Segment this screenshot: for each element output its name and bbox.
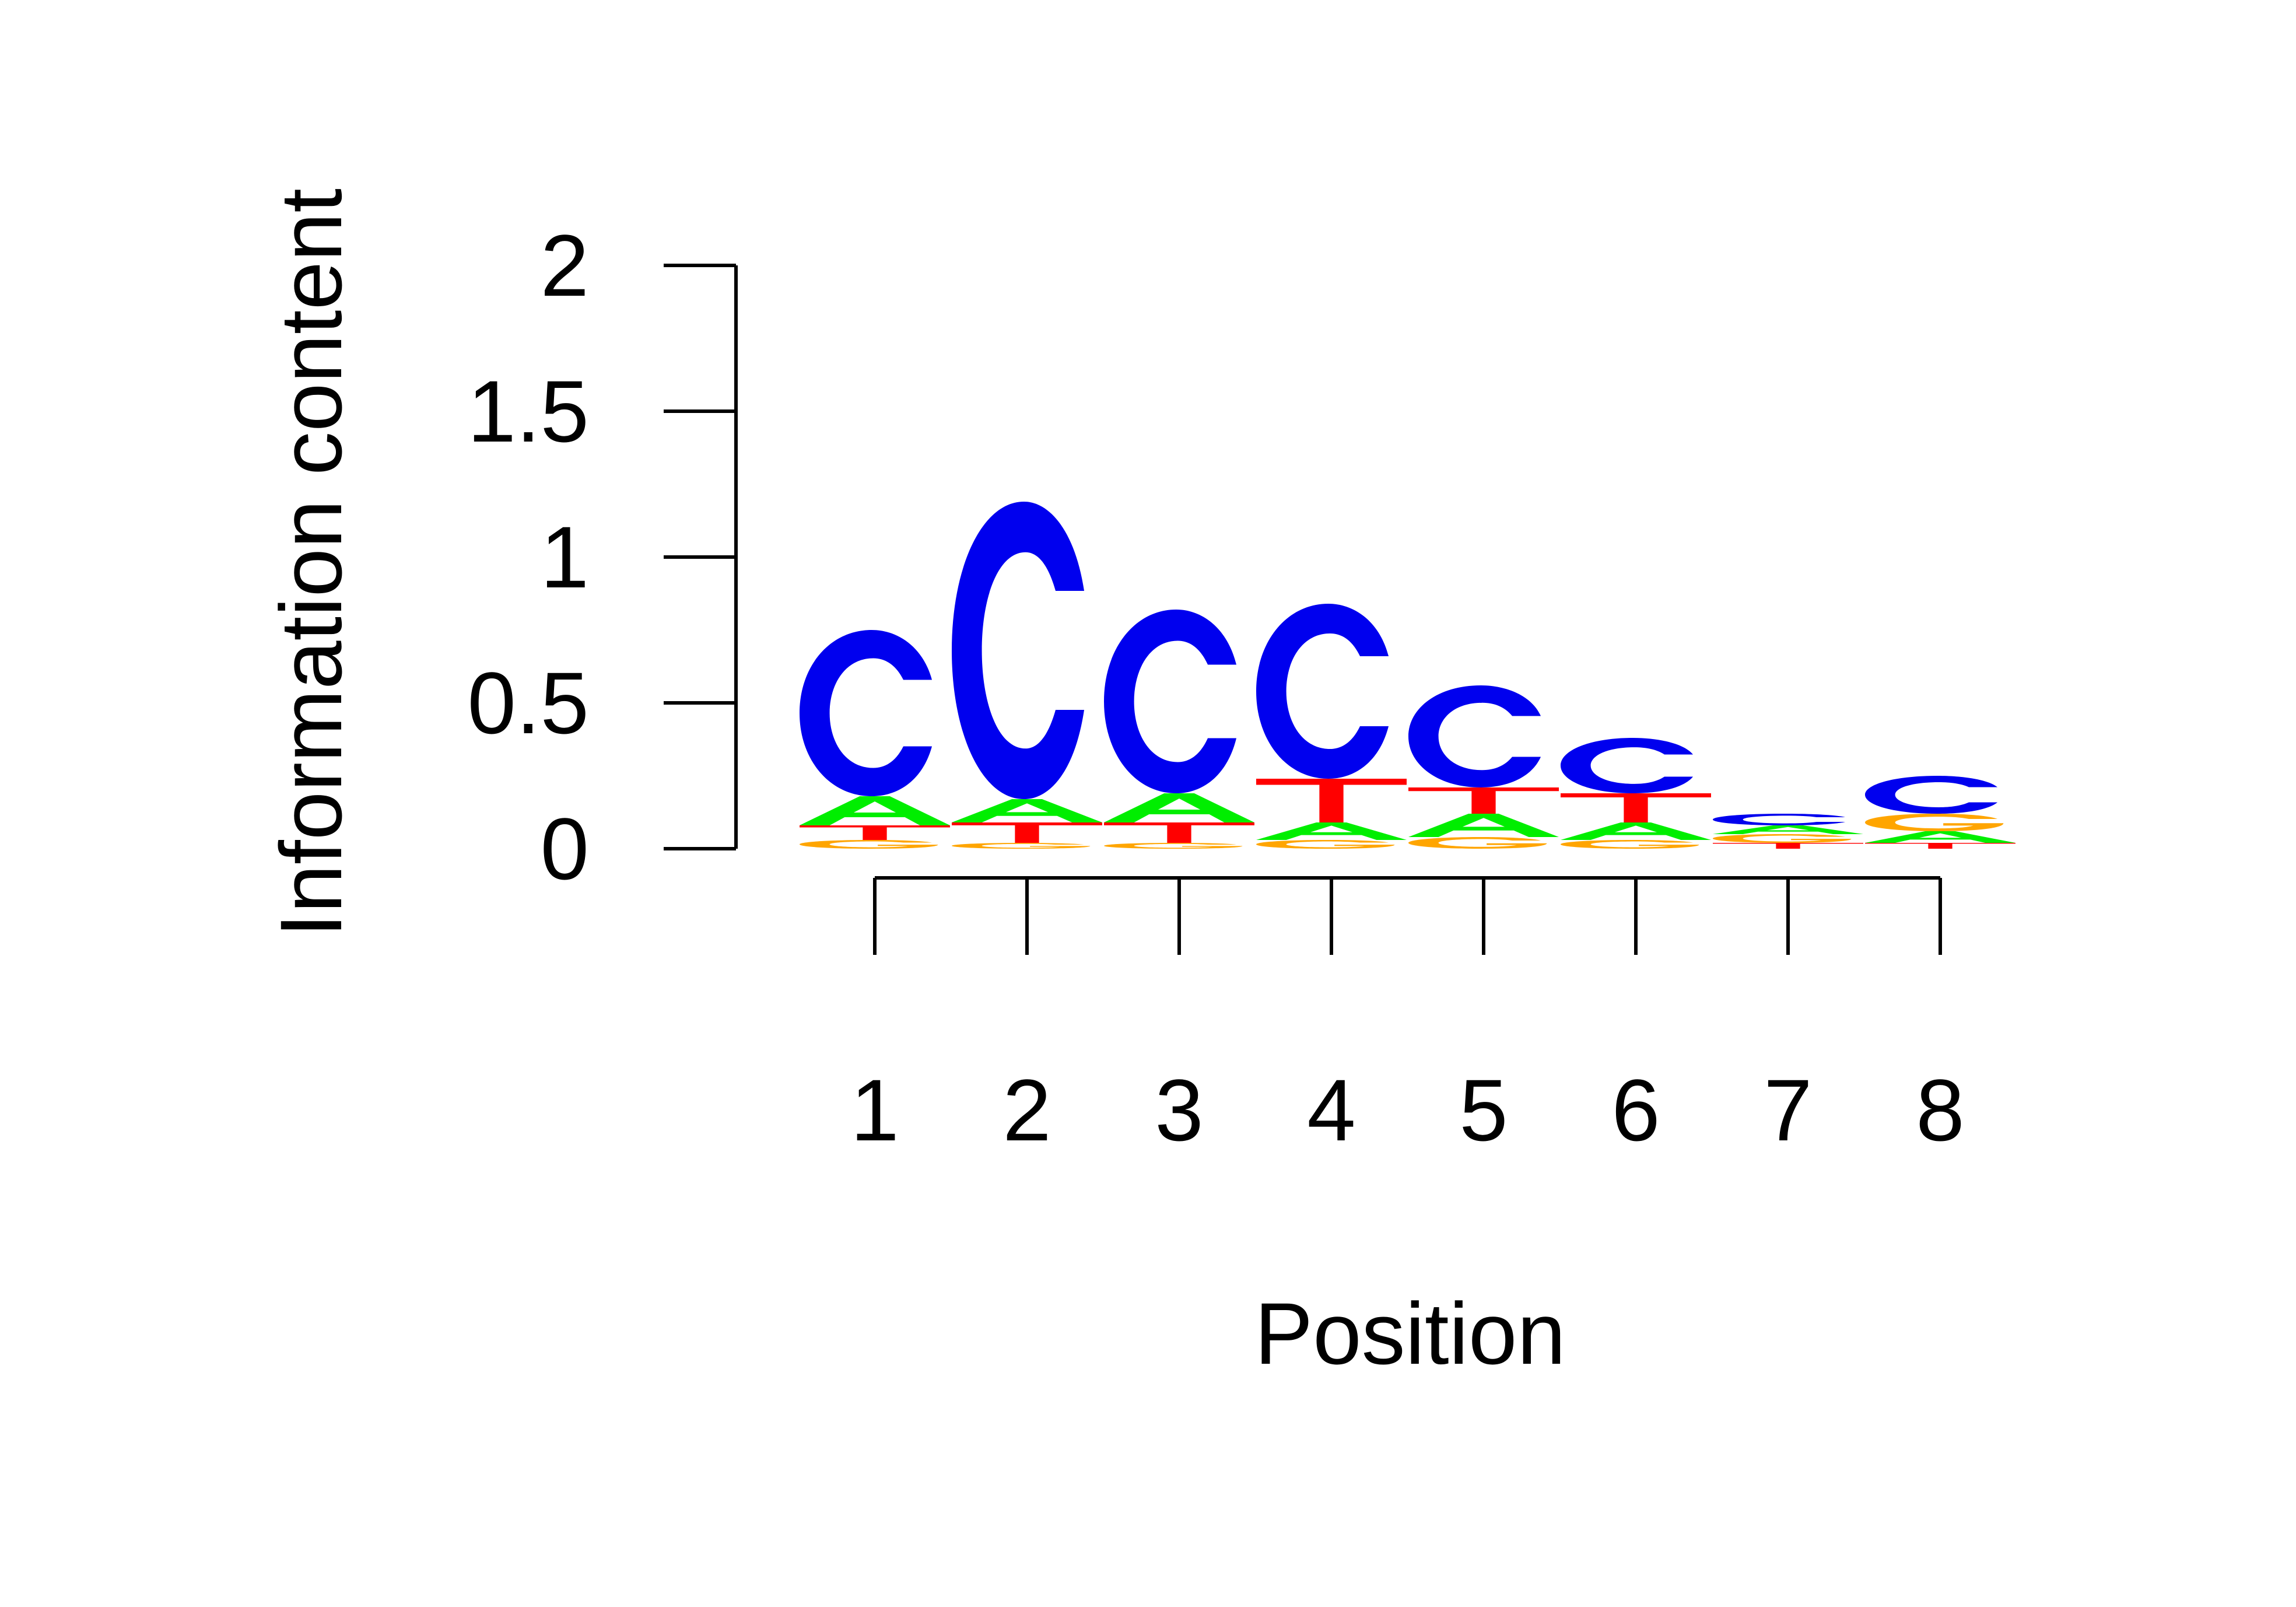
letter-c [1865,776,1998,814]
letter-a [1256,822,1407,840]
logo-column-8 [1865,776,2015,849]
y-tick-label: 0 [541,800,589,898]
logo-column-2 [952,502,1102,849]
y-tick-label: 0.5 [467,654,589,752]
logo-column-1 [800,630,950,849]
x-tick-label: 8 [1916,1061,1964,1159]
logo-column-5 [1408,685,1559,849]
x-tick-label: 2 [1002,1061,1051,1159]
letter-c [1408,685,1541,787]
letter-c [800,630,933,796]
letter-a [1561,822,1711,840]
letter-a [800,796,950,825]
x-tick-label: 3 [1155,1061,1203,1159]
letter-a [1865,831,2015,843]
x-tick-label: 7 [1764,1061,1812,1159]
y-axis: 0 0.5 1 1.5 2 [467,216,738,898]
letter-c [952,502,1085,799]
logo-column-7 [1713,814,1863,849]
letter-g [1561,840,1699,849]
letter-t [1104,822,1254,843]
letter-t [1256,779,1407,822]
letter-g [1408,837,1547,849]
letter-g [1865,814,2004,831]
letter-a [1713,825,1863,834]
x-tick-label: 1 [850,1061,899,1159]
y-tick-label: 1.5 [467,362,589,460]
x-axis-label: Position [1254,1284,1566,1382]
logo-stacks [800,502,2015,849]
letter-c [1713,814,1846,825]
x-tick-label: 5 [1459,1061,1508,1159]
y-tick-label: 2 [541,216,589,314]
logo-column-3 [1104,610,1254,849]
letter-g [800,840,938,849]
letter-g [1713,834,1852,843]
letter-t [952,822,1102,843]
letter-t [1561,793,1711,822]
logo-column-6 [1561,738,1711,849]
letter-a [1104,793,1254,822]
letter-a [952,799,1102,822]
x-tick-label: 4 [1307,1061,1355,1159]
letter-g [952,843,1091,849]
letter-t [1865,843,2015,849]
letter-g [1256,840,1395,849]
logo-column-4 [1256,604,1407,849]
letter-c [1104,610,1237,793]
letter-c [1256,604,1389,779]
letter-t [800,825,950,840]
letter-g [1104,843,1243,849]
y-axis-label: Information content [262,188,360,937]
x-tick-label: 6 [1611,1061,1660,1159]
letter-a [1408,814,1559,837]
x-axis: 1 2 3 4 5 6 7 8 [850,876,1965,1159]
letter-t [1408,787,1559,814]
y-tick-label: 1 [541,508,589,606]
letter-c [1561,738,1694,793]
letter-t [1713,843,1863,849]
